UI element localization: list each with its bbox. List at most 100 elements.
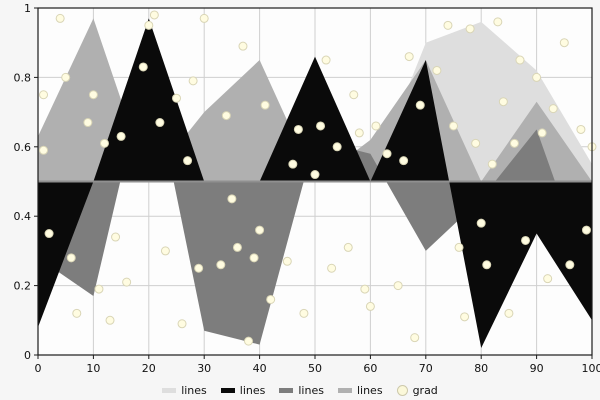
- scatter-point: [188, 76, 198, 86]
- scatter-point: [581, 225, 591, 235]
- scatter-point: [504, 308, 514, 318]
- scatter-point: [99, 138, 109, 148]
- x-tick-label: 20: [142, 362, 156, 374]
- scatter-point: [415, 100, 425, 110]
- legend-marker-line: [162, 388, 177, 393]
- legend-label: grad: [412, 384, 438, 397]
- scatter-point: [493, 17, 503, 27]
- scatter-point: [515, 55, 525, 65]
- scatter-point: [476, 218, 486, 228]
- y-tick-label: 0: [24, 349, 31, 362]
- y-tick-label: 1: [24, 2, 31, 15]
- scatter-point: [111, 232, 121, 242]
- x-tick-label: 100: [582, 362, 600, 374]
- y-tick-label: 0.2: [14, 280, 32, 293]
- scatter-point: [39, 90, 49, 100]
- scatter-point: [61, 72, 71, 82]
- x-tick-label: 50: [308, 362, 322, 374]
- legend-marker-line: [337, 388, 352, 393]
- legend-item: lines: [337, 384, 383, 397]
- legend-label: lines: [298, 384, 324, 397]
- scatter-point: [83, 118, 93, 128]
- scatter-point: [288, 159, 298, 169]
- scatter-point: [509, 138, 519, 148]
- scatter-point: [155, 118, 165, 128]
- scatter-point: [116, 131, 126, 141]
- y-tick-label: 0.6: [14, 141, 32, 154]
- legend-marker-line: [220, 388, 235, 393]
- scatter-point: [454, 242, 464, 252]
- scatter-point: [293, 124, 303, 134]
- scatter-point: [55, 13, 65, 23]
- legend-item: lines: [162, 384, 207, 397]
- scatter-point: [316, 121, 326, 131]
- scatter-point: [393, 281, 403, 291]
- scatter-point: [565, 260, 575, 270]
- scatter-point: [199, 13, 209, 23]
- y-tick-label: 0.8: [14, 71, 32, 84]
- scatter-point: [94, 284, 104, 294]
- scatter-point: [244, 336, 254, 346]
- scatter-point: [537, 128, 547, 138]
- scatter-point: [487, 159, 497, 169]
- chart-legend: lines lines lines lines grad: [0, 384, 600, 397]
- legend-label: lines: [239, 384, 266, 397]
- scatter-point: [399, 156, 409, 166]
- scatter-point: [354, 128, 364, 138]
- scatter-point: [332, 142, 342, 152]
- scatter-point: [410, 333, 420, 343]
- area-series: [38, 18, 592, 182]
- scatter-point: [543, 274, 553, 284]
- scatter-point: [321, 55, 331, 65]
- scatter-point: [105, 315, 115, 325]
- scatter-point: [532, 72, 542, 82]
- scatter-point: [172, 93, 181, 103]
- scatter-point: [144, 20, 154, 30]
- scatter-point: [194, 263, 204, 273]
- scatter-point: [360, 284, 370, 294]
- scatter-point: [404, 52, 414, 62]
- legend-label: lines: [356, 384, 383, 397]
- x-tick-label: 60: [363, 362, 377, 374]
- scatter-point: [371, 121, 381, 131]
- scatter-point: [266, 294, 276, 304]
- scatter-point: [88, 90, 98, 100]
- scatter-point: [282, 256, 292, 266]
- scatter-point: [343, 242, 353, 252]
- scatter-point: [149, 10, 159, 20]
- scatter-point: [72, 308, 82, 318]
- scatter-point: [576, 124, 586, 134]
- legend-label: lines: [181, 384, 207, 397]
- scatter-point: [249, 253, 259, 263]
- legend-item: lines: [220, 384, 266, 397]
- scatter-point: [160, 246, 170, 256]
- scatter-point: [482, 260, 492, 270]
- scatter-point: [432, 65, 442, 75]
- scatter-point: [44, 229, 54, 239]
- scatter-point: [177, 319, 187, 329]
- legend-marker-circle: [396, 385, 408, 396]
- scatter-point: [238, 41, 248, 51]
- scatter-point: [327, 263, 337, 273]
- x-tick-label: 80: [474, 362, 488, 374]
- scatter-point: [260, 100, 270, 110]
- scatter-point: [232, 242, 242, 252]
- scatter-point: [365, 301, 375, 311]
- chart-area: 0 10 20 30 40 50 60 70 80 90 100 0 0.2 0.4 0.6 0.8 1: [14, 2, 600, 374]
- scatter-point: [548, 104, 558, 114]
- scatter-point: [443, 20, 453, 30]
- x-tick-label: 10: [86, 362, 100, 374]
- scatter-point: [382, 149, 392, 159]
- x-tick-label: 0: [35, 362, 42, 374]
- scatter-point: [66, 253, 76, 263]
- scatter-point: [471, 138, 481, 148]
- y-tick-label: 0.4: [14, 210, 32, 223]
- x-tick-label: 40: [253, 362, 267, 374]
- scatter-point: [559, 38, 569, 48]
- x-tick-label: 70: [419, 362, 433, 374]
- scatter-point: [255, 225, 265, 235]
- scatter-point: [183, 156, 193, 166]
- scatter-point: [122, 277, 132, 287]
- scatter-point: [465, 24, 475, 34]
